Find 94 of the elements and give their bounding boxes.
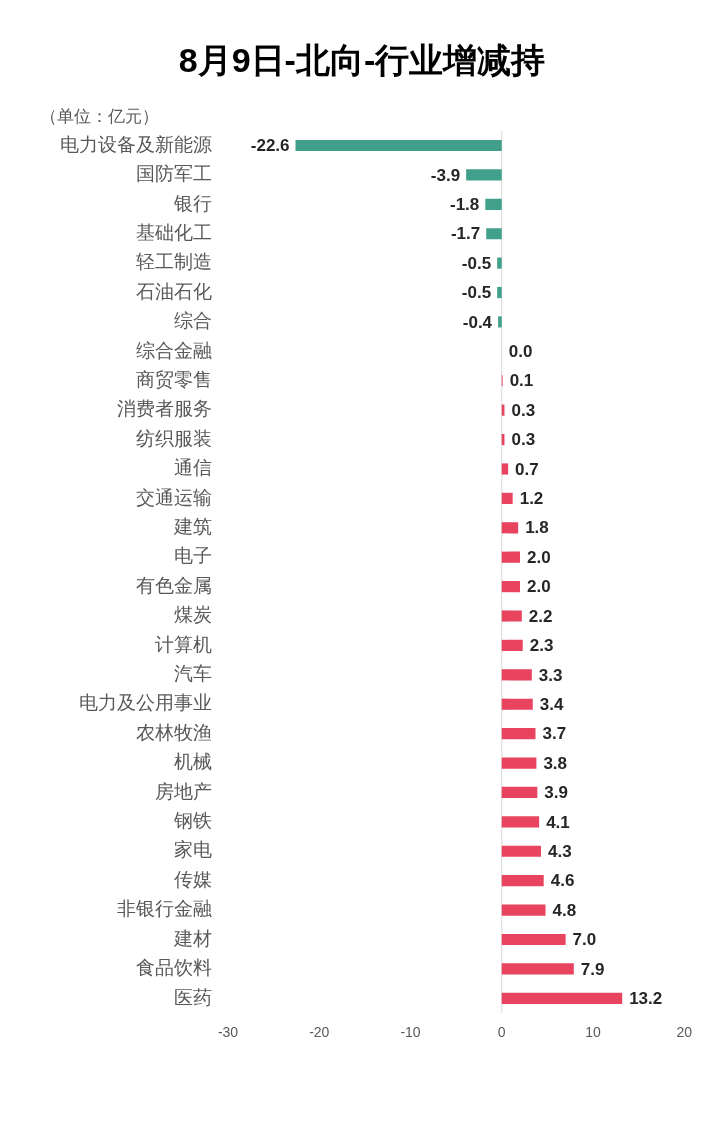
text: （单位：亿元） <box>40 107 159 127</box>
y-tick-label: 有色金属 <box>136 574 212 596</box>
bar <box>466 169 502 181</box>
data-label: 0.0 <box>508 342 533 362</box>
bar <box>498 316 502 328</box>
data-label: 2.2 <box>528 606 553 626</box>
bar <box>486 228 502 240</box>
x-tick-label: 20 <box>676 1024 693 1041</box>
y-tick-label: 食品饮料 <box>136 957 212 979</box>
data-label: 4.8 <box>552 900 577 920</box>
x-tick-label: -30 <box>217 1024 239 1041</box>
y-tick-label: 轻工制造 <box>136 251 212 273</box>
data-label: -1.7 <box>450 224 481 244</box>
bar <box>501 551 520 563</box>
data-label: 2.0 <box>526 577 551 597</box>
data-label: 3.8 <box>543 753 568 773</box>
y-tick-label: 电力设备及新能源 <box>60 133 212 155</box>
x-tick-label: -20 <box>309 1024 330 1041</box>
y-tick-label: 非银行金融 <box>117 898 212 920</box>
bar <box>501 463 509 475</box>
y-tick-label: 汽车 <box>174 663 212 685</box>
data-label: -0.5 <box>461 283 492 303</box>
chart-title: 8月9日-北向-行业增减持 <box>178 40 546 79</box>
bar <box>497 257 502 269</box>
bar <box>501 757 537 769</box>
bar <box>501 933 566 946</box>
data-label: 3.7 <box>542 724 567 744</box>
data-label: 7.9 <box>580 959 605 979</box>
bar <box>501 581 520 593</box>
data-label: -0.5 <box>461 253 492 273</box>
y-tick-label: 钢铁 <box>173 810 212 832</box>
y-tick-label: 综合金融 <box>136 339 212 361</box>
data-label: 0.3 <box>511 400 536 420</box>
data-label: -1.8 <box>450 195 480 214</box>
bar <box>501 639 523 651</box>
data-label: 2.3 <box>529 636 554 656</box>
bar <box>501 698 533 710</box>
data-label: 4.6 <box>550 871 575 891</box>
bar <box>501 728 536 740</box>
y-tick-label: 医药 <box>174 986 212 1008</box>
data-label: 3.3 <box>538 665 563 685</box>
data-label: 1.2 <box>519 489 544 509</box>
y-tick-label: 综合 <box>174 310 212 332</box>
bar <box>501 904 546 916</box>
y-tick-label: 通信 <box>174 457 212 479</box>
y-tick-label: 家电 <box>174 839 212 861</box>
y-tick-label: 交通运输 <box>136 486 212 508</box>
y-tick-label: 电力及公用事业 <box>79 692 212 714</box>
x-tick-label: 0 <box>497 1024 506 1041</box>
data-label: 0.3 <box>511 430 536 450</box>
y-tick-label: 纺织服装 <box>136 427 212 449</box>
y-tick-label: 国防军工 <box>136 163 212 185</box>
data-label: 4.1 <box>546 812 570 832</box>
data-label: 3.9 <box>544 783 568 803</box>
y-tick-label: 商贸零售 <box>136 368 212 390</box>
y-tick-label: 传媒 <box>174 868 212 890</box>
bar <box>501 816 540 828</box>
y-tick-label: 建筑 <box>173 516 212 538</box>
data-label: 2.0 <box>526 547 551 567</box>
bar <box>501 992 623 1004</box>
y-tick-label: 机械 <box>174 751 212 773</box>
bar <box>497 286 502 299</box>
y-tick-label: 石油石化 <box>136 280 212 302</box>
y-tick-label: 基础化工 <box>136 221 212 243</box>
y-tick-label: 消费者服务 <box>117 398 212 420</box>
x-tick-label: -10 <box>400 1024 421 1041</box>
data-label: -22.6 <box>250 136 290 156</box>
y-tick-label: 电子 <box>174 545 212 567</box>
bar <box>501 963 574 975</box>
x-tick-label: 10 <box>585 1024 601 1041</box>
data-label: 7.0 <box>572 930 597 950</box>
data-label: -0.4 <box>462 312 493 332</box>
y-tick-label: 煤炭 <box>174 604 212 626</box>
data-label: 0.1 <box>509 371 534 391</box>
data-label: 3.4 <box>539 694 564 714</box>
bar <box>501 492 513 504</box>
data-label: 0.7 <box>515 459 539 479</box>
bar <box>501 610 522 622</box>
data-label: 13.2 <box>629 988 663 1008</box>
bar <box>501 875 544 887</box>
bar <box>501 786 538 799</box>
y-tick-label: 建材 <box>173 927 212 949</box>
data-label: 1.8 <box>525 518 549 538</box>
y-tick-label: 银行 <box>173 192 212 214</box>
bar <box>485 198 502 210</box>
bar <box>295 139 502 152</box>
bar <box>501 669 532 681</box>
bar <box>501 845 541 857</box>
y-tick-label: 农林牧渔 <box>136 721 212 743</box>
bar <box>501 522 519 534</box>
y-tick-label: 计算机 <box>155 633 212 655</box>
y-tick-label: 房地产 <box>155 780 212 802</box>
data-label: 4.3 <box>547 841 572 861</box>
data-label: -3.9 <box>430 165 461 185</box>
